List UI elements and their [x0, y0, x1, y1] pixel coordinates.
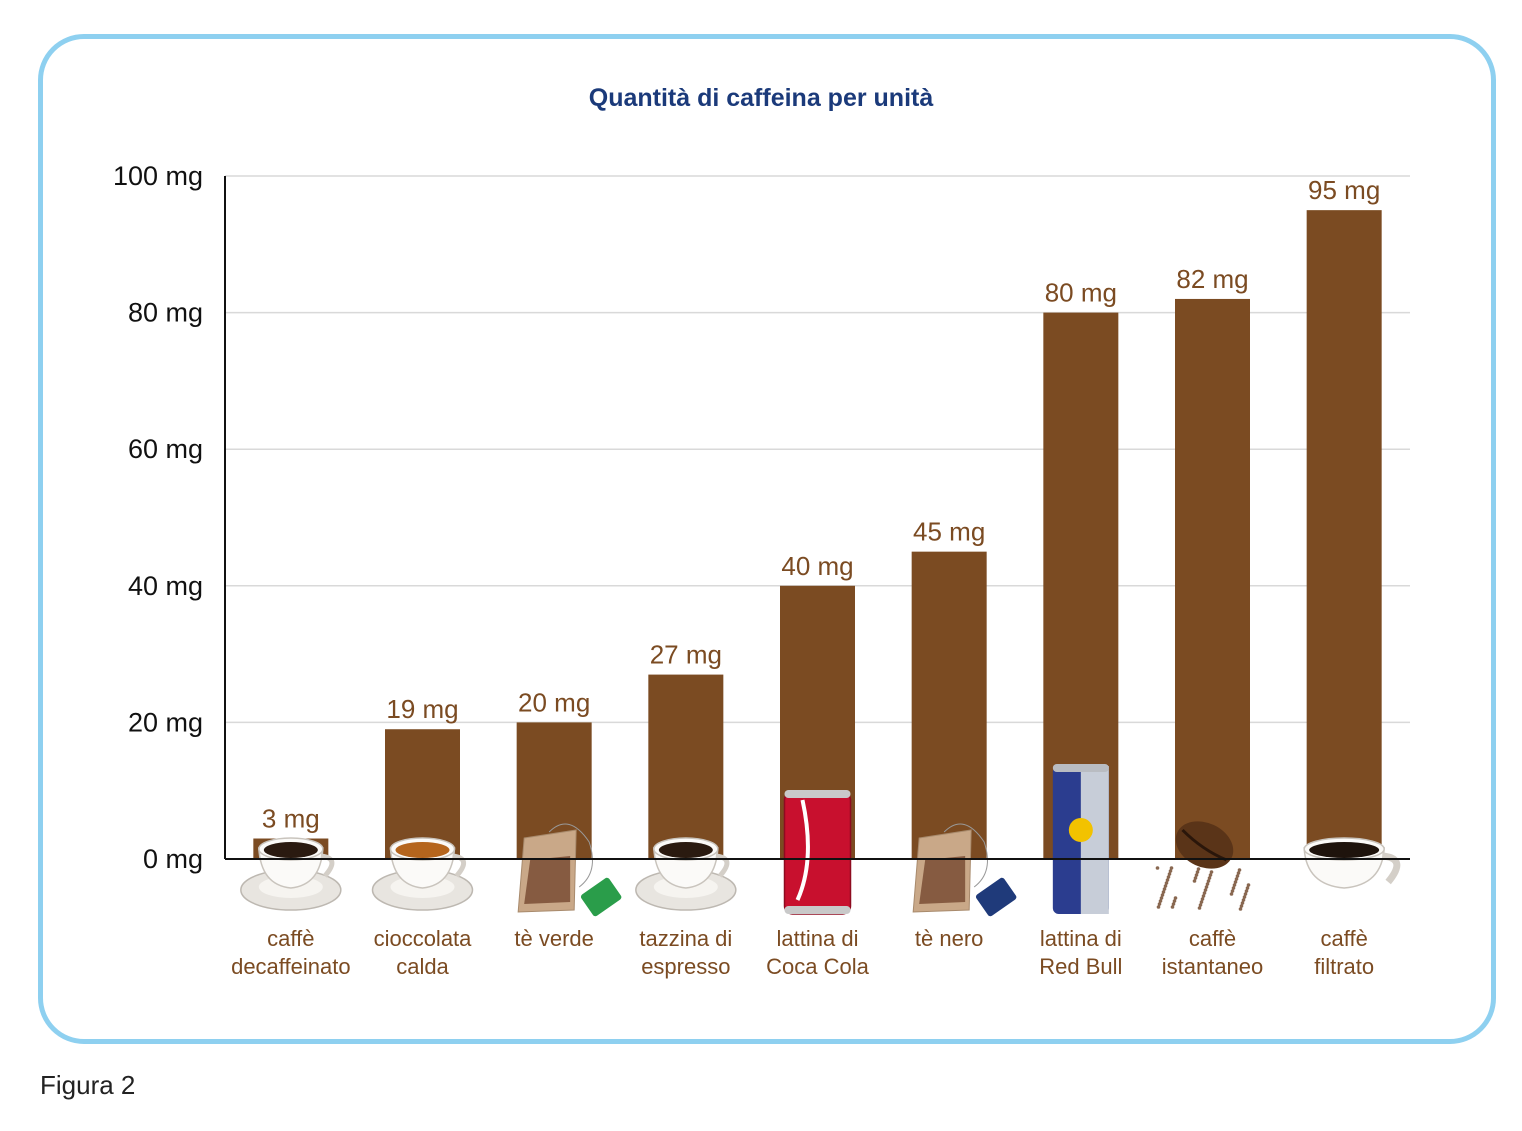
- category-label: decaffeinato: [231, 954, 350, 979]
- bar: [911, 551, 987, 859]
- chart-title: Quantità di caffeina per unità: [588, 84, 934, 112]
- category-label: filtrato: [1314, 954, 1374, 979]
- category-label: caffè: [1189, 926, 1236, 951]
- data-label: 20 mg: [518, 687, 590, 717]
- data-label: 40 mg: [781, 551, 853, 581]
- bar: [1306, 210, 1382, 859]
- category-label: caffè: [1321, 926, 1368, 951]
- category-label: Red Bull: [1039, 954, 1122, 979]
- red-bull-can-icon: [1052, 764, 1109, 914]
- y-tick-label: 20 mg: [128, 707, 203, 737]
- data-label: 95 mg: [1308, 175, 1380, 205]
- y-tick-label: 80 mg: [128, 298, 203, 328]
- data-label: 19 mg: [386, 694, 458, 724]
- coffee-bean-icon: [1155, 821, 1251, 911]
- data-label: 45 mg: [913, 517, 985, 547]
- filter-coffee-mug-icon: [1303, 837, 1401, 889]
- category-label: lattina di: [777, 926, 859, 951]
- category-label: espresso: [641, 954, 730, 979]
- category-label: tè verde: [514, 926, 594, 951]
- category-label: Coca Cola: [766, 954, 869, 979]
- coca-cola-can-icon: [783, 790, 852, 915]
- y-tick-label: 60 mg: [128, 434, 203, 464]
- category-label: lattina di: [1040, 926, 1122, 951]
- category-label: cioccolata: [374, 926, 473, 951]
- figure-caption: Figura 2: [40, 1070, 136, 1100]
- category-label: tazzina di: [639, 926, 732, 951]
- category-label: calda: [396, 954, 449, 979]
- bar: [648, 674, 724, 859]
- y-tick-label: 100 mg: [113, 161, 203, 191]
- y-tick-label: 40 mg: [128, 571, 203, 601]
- data-label: 82 mg: [1176, 264, 1248, 294]
- data-label: 80 mg: [1045, 278, 1117, 308]
- data-label: 27 mg: [650, 640, 722, 670]
- black-tea-bag-icon: [912, 823, 1017, 917]
- category-label: caffè: [267, 926, 314, 951]
- category-label: tè nero: [915, 926, 984, 951]
- category-label: istantaneo: [1162, 954, 1264, 979]
- bar: [1175, 298, 1250, 859]
- data-label: 3 mg: [262, 804, 320, 834]
- green-tea-bag-icon: [517, 823, 622, 917]
- y-tick-label: 0 mg: [143, 844, 203, 874]
